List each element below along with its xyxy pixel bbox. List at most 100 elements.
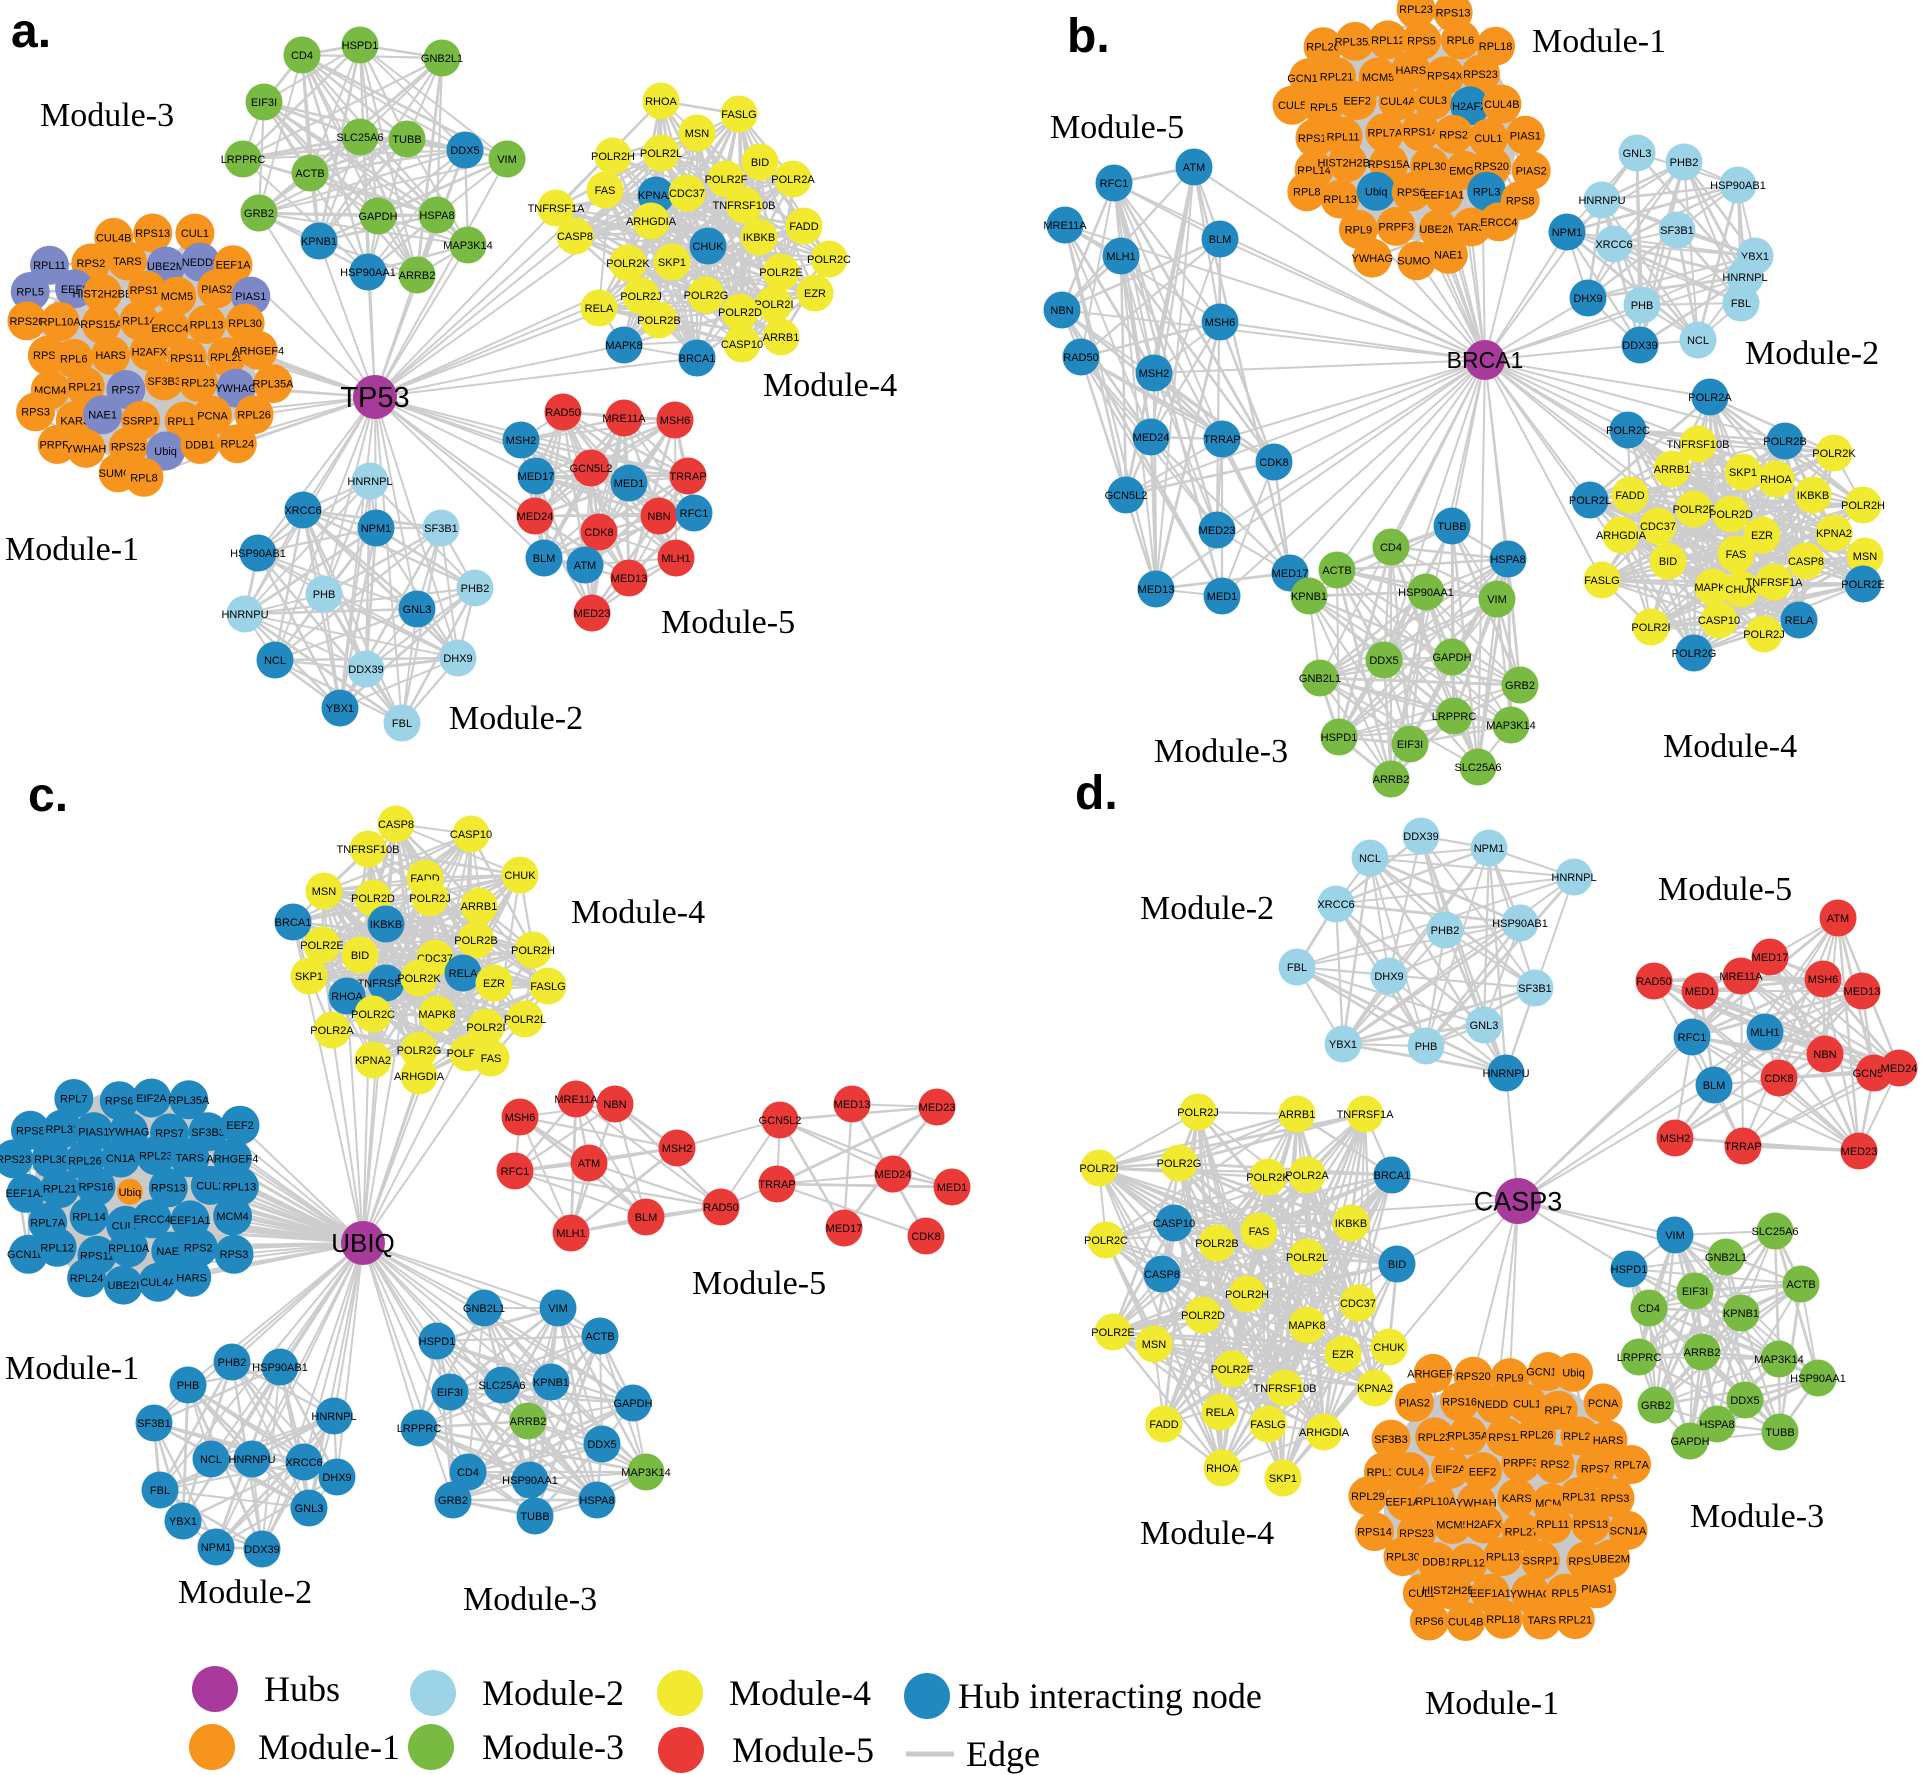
svg-text:HSP90AB1: HSP90AB1 [252,1362,308,1374]
svg-text:ARRB2: ARRB2 [510,1416,547,1428]
svg-text:HSPA8: HSPA8 [1490,554,1525,566]
svg-text:RPL3: RPL3 [1473,186,1501,198]
svg-text:FAS: FAS [1249,1226,1270,1238]
svg-text:ACTB: ACTB [1322,565,1351,577]
svg-text:POLR2D: POLR2D [351,893,395,905]
svg-text:NEDD8: NEDD8 [182,257,219,269]
svg-text:PHB: PHB [313,589,336,601]
svg-text:POLR2J: POLR2J [1177,1107,1219,1119]
svg-text:Module-2: Module-2 [178,1574,312,1611]
svg-text:LRPPRC: LRPPRC [397,1423,442,1435]
svg-text:EEF2: EEF2 [1469,1467,1497,1479]
svg-text:POLR2C: POLR2C [1084,1235,1128,1247]
svg-text:ATM: ATM [578,1158,600,1170]
svg-text:RPL11: RPL11 [1536,1519,1569,1531]
svg-text:RPS14: RPS14 [1403,127,1438,139]
svg-text:MAP3K14: MAP3K14 [443,240,493,252]
svg-text:CHUK: CHUK [1725,584,1757,596]
svg-text:HSPD1: HSPD1 [1321,732,1358,744]
svg-text:MED1: MED1 [614,478,645,490]
svg-text:GAPDH: GAPDH [1432,652,1471,664]
svg-text:MSH2: MSH2 [1139,368,1170,380]
svg-text:GNL3: GNL3 [403,604,432,616]
svg-text:MAPK8: MAPK8 [418,1009,455,1021]
svg-text:TUBB: TUBB [392,134,421,146]
svg-text:XRCC6: XRCC6 [1317,899,1354,911]
svg-text:RPL13: RPL13 [223,1182,257,1194]
svg-text:HSPA8: HSPA8 [419,210,454,222]
svg-text:BRCA1: BRCA1 [275,917,312,929]
svg-text:MED24: MED24 [875,1169,912,1181]
svg-text:TUBB: TUBB [520,1511,549,1523]
svg-text:HSP90AB1: HSP90AB1 [1492,918,1548,930]
svg-text:PIAS1: PIAS1 [1510,130,1541,142]
svg-text:MCM4: MCM4 [216,1211,248,1223]
svg-text:SSRP1: SSRP1 [123,416,159,428]
svg-text:CDC37: CDC37 [1340,1298,1376,1310]
svg-text:ARRB2: ARRB2 [1684,1347,1721,1359]
svg-text:POLR2I: POLR2I [754,299,793,311]
svg-text:YBX1: YBX1 [1329,1039,1357,1051]
svg-text:MSH6: MSH6 [660,415,691,427]
svg-text:MED23: MED23 [919,1102,956,1114]
svg-text:EIF3I: EIF3I [437,1387,463,1399]
svg-text:MED13: MED13 [611,573,648,585]
svg-text:MCM5: MCM5 [161,291,193,303]
svg-text:MED1: MED1 [1207,591,1238,603]
svg-text:MED13: MED13 [1844,986,1881,998]
svg-text:POLR2I: POLR2I [1079,1163,1118,1175]
svg-text:MCM5: MCM5 [1362,72,1394,84]
svg-text:HIST2H2BE: HIST2H2BE [1317,158,1377,170]
svg-text:CN1A: CN1A [106,1153,136,1165]
svg-text:HSP90AA1: HSP90AA1 [1790,1373,1846,1385]
svg-text:BLM: BLM [635,1212,658,1224]
svg-text:DHX9: DHX9 [1374,971,1403,983]
svg-text:RELA: RELA [585,303,614,315]
svg-text:RPL13: RPL13 [1486,1552,1520,1564]
svg-text:RPL35A: RPL35A [253,379,295,391]
svg-text:SF3B1: SF3B1 [1518,983,1552,995]
svg-text:RPL35A: RPL35A [1447,1431,1489,1443]
svg-text:DDX39: DDX39 [1403,831,1438,843]
svg-text:PIAS2: PIAS2 [201,284,232,296]
svg-text:RPL9: RPL9 [1496,1373,1524,1385]
svg-text:MAPK8: MAPK8 [1288,1320,1325,1332]
svg-text:MAP3K14: MAP3K14 [621,1467,671,1479]
svg-text:NPM1: NPM1 [361,523,392,535]
svg-text:TNFRSF1A: TNFRSF1A [1746,577,1804,589]
svg-text:LRPPRC: LRPPRC [221,154,266,166]
svg-text:RPS13: RPS13 [151,1183,186,1195]
svg-text:RPL30: RPL30 [34,1154,68,1166]
svg-text:PIAS2: PIAS2 [1399,1397,1430,1409]
svg-text:EEF1A: EEF1A [216,260,252,272]
svg-text:PIAS1: PIAS1 [78,1127,109,1139]
svg-text:CUL1: CUL1 [181,228,209,240]
svg-text:EEF1A1: EEF1A1 [1423,190,1464,202]
svg-text:UBE2M: UBE2M [147,261,185,273]
svg-text:POLR2F: POLR2F [1211,1364,1254,1376]
svg-text:TNFRSF10B: TNFRSF10B [713,200,776,212]
svg-text:ARRB1: ARRB1 [1654,464,1691,476]
svg-text:FASLG: FASLG [721,109,756,121]
svg-text:KPNB1: KPNB1 [1723,1308,1759,1320]
svg-text:RPS20: RPS20 [9,316,44,328]
svg-text:NPM1: NPM1 [1474,843,1505,855]
svg-text:GCN5L2: GCN5L2 [1105,490,1148,502]
svg-text:RPS13: RPS13 [1573,1519,1608,1531]
svg-text:SF3B1: SF3B1 [137,1418,171,1430]
svg-text:CUL4B: CUL4B [1448,1617,1483,1629]
svg-text:TNFRSF10B: TNFRSF10B [1254,1383,1317,1395]
svg-text:CUL1: CUL1 [1474,133,1502,145]
svg-text:RPL10A: RPL10A [108,1243,150,1255]
svg-text:PIAS1: PIAS1 [235,291,266,303]
svg-text:d.: d. [1075,767,1118,820]
svg-text:c.: c. [28,769,68,822]
svg-text:HARS: HARS [95,350,126,362]
svg-text:NCL: NCL [1359,853,1381,865]
svg-text:PHB: PHB [1631,300,1654,312]
svg-text:POLR2F: POLR2F [1673,504,1716,516]
svg-text:ACTB: ACTB [295,168,324,180]
svg-text:RPL12: RPL12 [40,1242,74,1254]
svg-text:RPL13: RPL13 [1323,194,1357,206]
svg-text:HIST2H2BE: HIST2H2BE [72,289,132,301]
